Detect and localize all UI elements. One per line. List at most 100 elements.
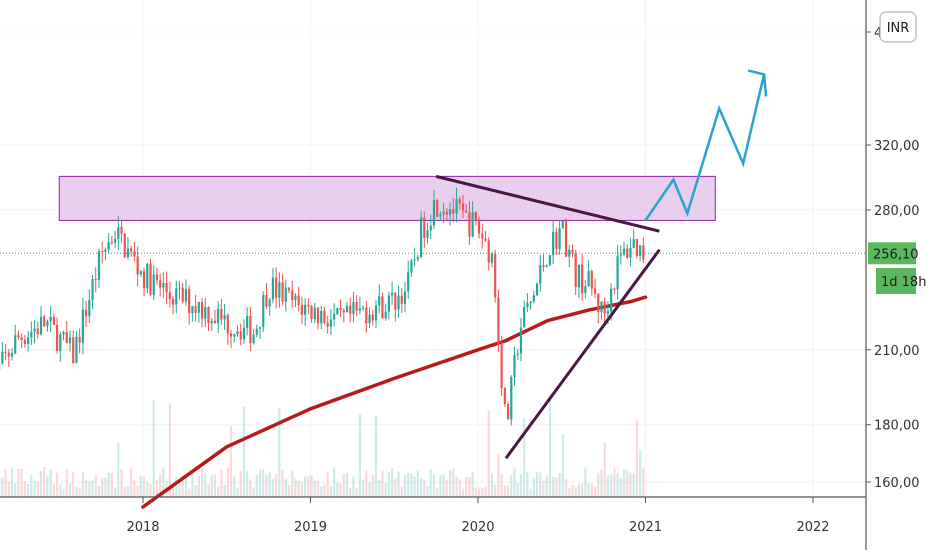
volume-bar — [272, 479, 274, 497]
candle-body — [188, 289, 190, 313]
candle-body — [385, 312, 387, 319]
volume-bar — [365, 471, 367, 497]
candle-body — [91, 279, 93, 300]
volume-bar — [72, 472, 74, 497]
volume-bar — [443, 474, 445, 497]
volume-bar — [388, 472, 390, 497]
candle-body — [40, 317, 42, 335]
x-tick-label: 2020 — [461, 520, 494, 535]
candle-body — [162, 283, 164, 287]
volume-bar — [246, 471, 248, 497]
volume-bar — [59, 484, 61, 497]
volume-bar — [552, 477, 554, 497]
candle-body — [14, 335, 16, 353]
candle-body — [591, 271, 593, 289]
volume-bar — [539, 473, 541, 497]
volume-bar — [37, 482, 39, 497]
y-tick-label: 180,00 — [874, 419, 920, 434]
candle-body — [513, 355, 515, 377]
candle-body — [526, 303, 528, 307]
candle-body — [433, 200, 435, 226]
price-badge-label: 256,10 — [873, 247, 919, 262]
volume-bar — [227, 468, 229, 497]
volume-bar — [616, 473, 618, 497]
volume-bar — [243, 407, 245, 497]
candle-body — [327, 323, 329, 327]
candle-body — [388, 295, 390, 311]
volume-bar — [46, 476, 48, 497]
volume-bar — [520, 474, 522, 497]
currency-button-label: INR — [887, 21, 910, 36]
volume-bar — [587, 483, 589, 497]
volume-bar — [262, 469, 264, 497]
candle-body — [114, 239, 116, 243]
volume-bar — [468, 477, 470, 497]
candle-body — [375, 306, 377, 321]
volume-bar — [375, 416, 377, 497]
volume-bar — [436, 488, 438, 497]
candle-body — [275, 278, 277, 298]
volume-bar — [475, 487, 477, 497]
candle-body — [236, 331, 238, 334]
volume-bar — [140, 476, 142, 497]
volume-bar — [452, 468, 454, 497]
candle-body — [452, 209, 454, 213]
volume-bar — [359, 414, 361, 497]
candle-body — [420, 218, 422, 257]
candle-body — [349, 306, 351, 314]
volume-bar — [50, 470, 52, 497]
candle-body — [565, 221, 567, 257]
volume-bar — [333, 468, 335, 497]
volume-bar — [394, 479, 396, 497]
volume-bar — [195, 485, 197, 497]
candle-body — [220, 309, 222, 319]
candle-body — [417, 257, 419, 260]
currency-button[interactable]: INR — [880, 12, 916, 42]
candle-body — [497, 298, 499, 345]
volume-bar — [339, 484, 341, 497]
candle-body — [124, 234, 126, 257]
candle-body — [30, 332, 32, 337]
projection-arrowhead — [748, 70, 766, 96]
candle-body — [240, 331, 242, 339]
volume-bar — [633, 473, 635, 497]
candle-body — [269, 299, 271, 306]
candle-body — [401, 296, 403, 304]
candle-body — [85, 310, 87, 316]
candle-body — [568, 250, 570, 257]
candle-body — [211, 321, 213, 323]
candle-body — [423, 218, 425, 238]
volume-bar — [600, 470, 602, 497]
volume-bar — [304, 476, 306, 497]
candle-body — [256, 329, 258, 335]
volume-bar — [462, 489, 464, 497]
candle-body — [133, 251, 135, 256]
candle-body — [259, 327, 261, 329]
volume-bar — [265, 475, 267, 497]
candle-body — [59, 334, 61, 351]
volume-bar — [491, 474, 493, 497]
candle-body — [88, 300, 90, 316]
candle-body — [449, 209, 451, 215]
volume-bar — [17, 469, 19, 497]
volume-bar — [401, 487, 403, 497]
candle-body — [542, 265, 544, 267]
candle-body — [66, 332, 68, 343]
volume-bar — [352, 477, 354, 497]
candle-body — [517, 353, 519, 354]
volume-bar — [591, 484, 593, 497]
volume-bar — [14, 483, 16, 497]
volume-bar — [571, 484, 573, 497]
volume-bar — [40, 471, 42, 497]
candle-body — [72, 337, 74, 363]
volume-bar — [536, 472, 538, 497]
volume-bar — [82, 472, 84, 497]
candle-body — [127, 248, 129, 257]
volume-bar — [484, 486, 486, 497]
volume-bar — [317, 481, 319, 497]
candle-body — [504, 388, 506, 404]
candle-body — [191, 306, 193, 313]
volume-bar — [259, 470, 261, 497]
volume-bar — [494, 485, 496, 497]
